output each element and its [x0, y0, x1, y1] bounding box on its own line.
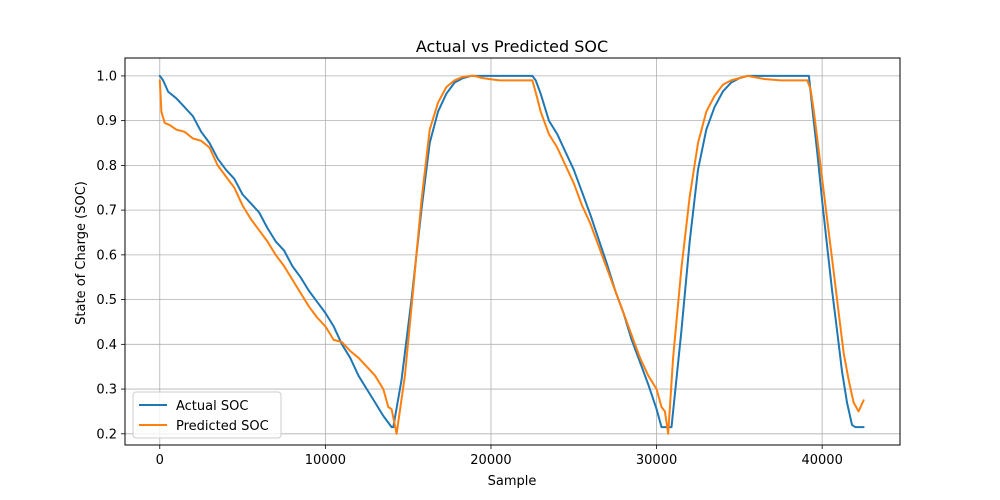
series-line-actual-soc: [158, 74, 865, 429]
y-tick-label: 1.0: [96, 69, 117, 84]
y-tick-label: 0.4: [96, 338, 117, 353]
x-tick-label: 0: [156, 453, 164, 468]
x-tick-label: 10000: [305, 453, 346, 468]
x-ticks: 0 10000 20000 30000 40000: [156, 445, 843, 468]
series-line-predicted-soc: [158, 74, 865, 435]
x-axis-label: Sample: [488, 474, 537, 489]
legend-box: [132, 391, 282, 439]
x-tick-label: 30000: [636, 453, 677, 468]
y-tick-label: 0.6: [96, 248, 117, 263]
y-tick-label: 0.9: [96, 114, 117, 129]
y-tick-label: 0.3: [96, 383, 117, 398]
y-axis-label: State of Charge (SOC): [74, 181, 89, 325]
y-tick-label: 0.5: [96, 293, 117, 308]
x-tick-label: 20000: [470, 453, 511, 468]
x-tick-label: 40000: [801, 453, 842, 468]
y-tick-label: 0.8: [96, 159, 117, 174]
legend-label-actual: Actual SOC: [176, 399, 248, 414]
y-tick-label: 0.7: [96, 204, 117, 219]
legend-label-predicted: Predicted SOC: [176, 419, 269, 434]
legend: Actual SOC Predicted SOC: [132, 391, 282, 439]
plot-frame: [124, 57, 901, 446]
chart-title: Actual vs Predicted SOC: [416, 37, 608, 56]
y-ticks: 0.2 0.3 0.4 0.5 0.6 0.7 0.8 0.9 1.0: [96, 69, 125, 442]
series-lines: [158, 74, 865, 435]
y-tick-label: 0.2: [96, 427, 117, 442]
